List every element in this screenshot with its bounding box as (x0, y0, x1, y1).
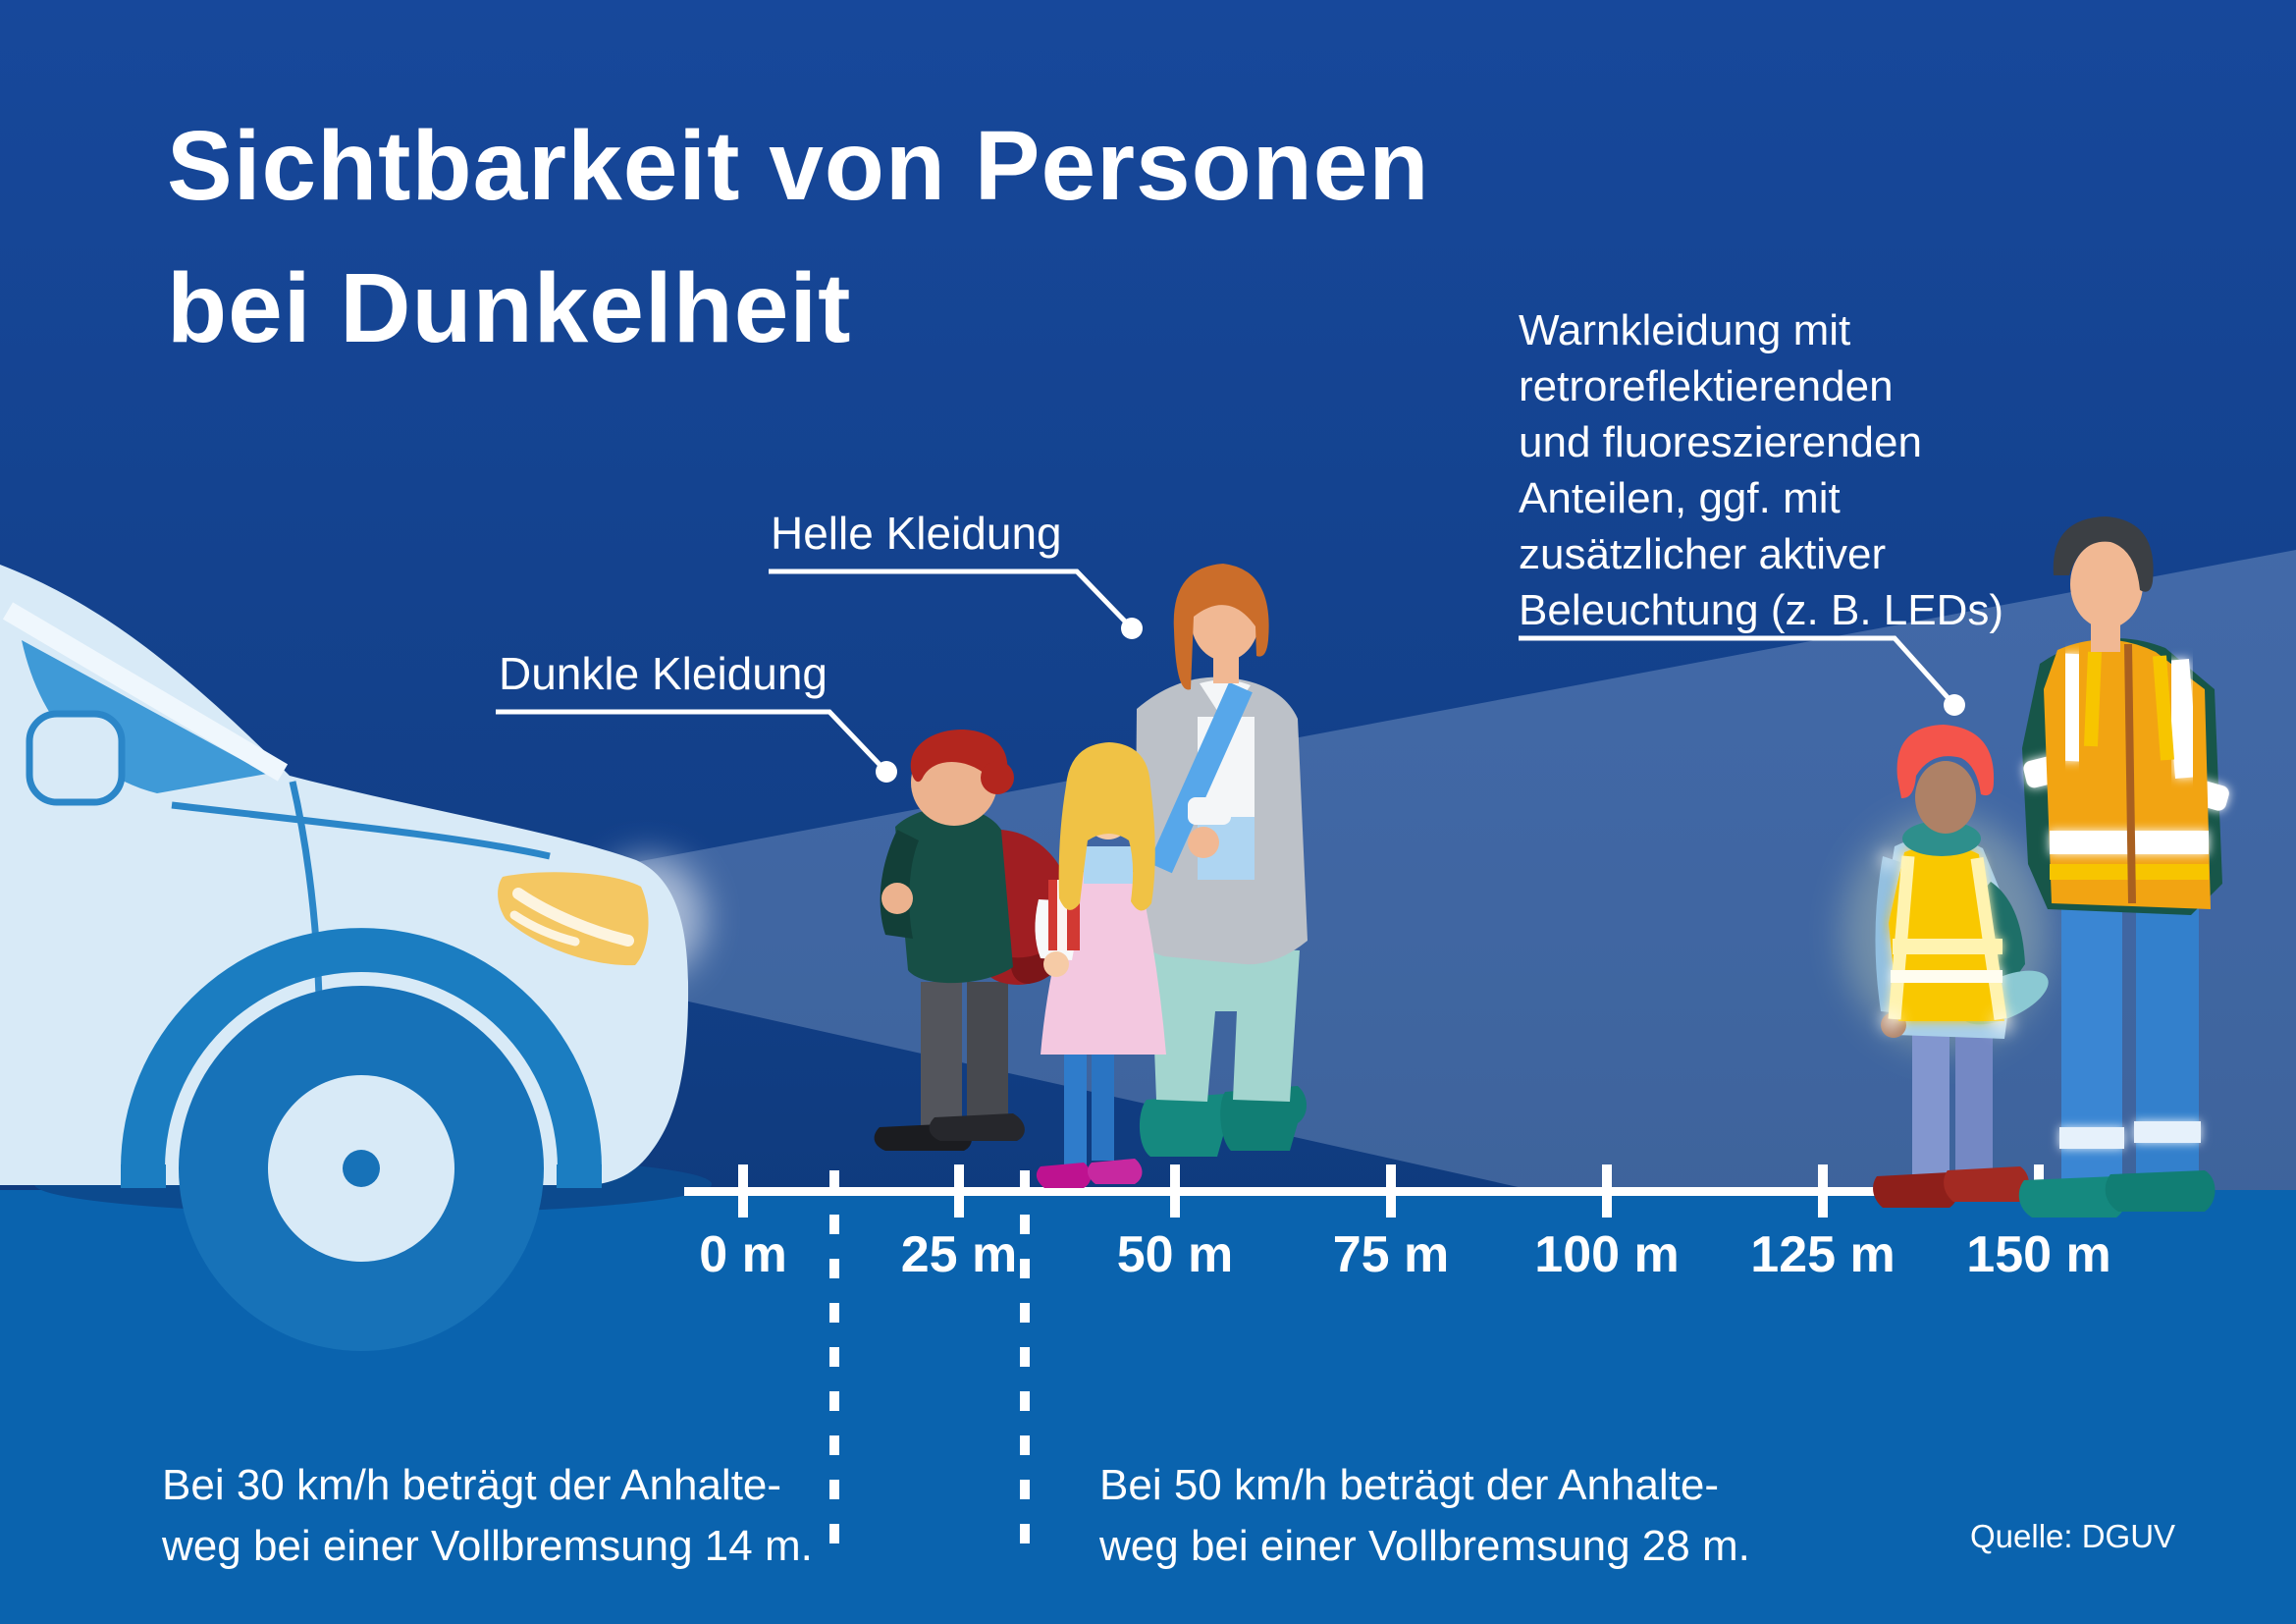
callout-dot-dark-clothing (876, 761, 897, 783)
pedestrian-light-clothing-woman (1135, 564, 1308, 1157)
car-illustration (0, 565, 712, 1351)
page-title-line1: Sichtbarkeit von Personen (167, 111, 1430, 221)
headlight-highlight (512, 888, 634, 947)
car-front-wheel (121, 928, 602, 1351)
pedestrian-light-clothing-girl (1035, 742, 1166, 1188)
warn-clothing-line-4: Anteilen, ggf. mit (1519, 474, 1841, 522)
callout-line-light-clothing (769, 568, 1134, 630)
warn-clothing-line-1: Warnkleidung mit (1519, 306, 1851, 354)
callout-line-dark-clothing (496, 709, 888, 774)
note-50-line2: weg bei einer Vollbremsung 28 m. (1099, 1522, 1750, 1570)
tick-100m (1602, 1164, 1612, 1218)
pedestrian-hivis-child (1842, 725, 2049, 1208)
tick-25m (954, 1164, 964, 1218)
warn-clothing-line-3: und fluoreszierenden (1519, 418, 1922, 466)
label-warn-clothing: Warnkleidung mit retroreflektierenden un… (1519, 302, 2003, 638)
headlight-highlight-2 (509, 910, 580, 947)
callout-dot-warn-clothing (1944, 694, 1965, 716)
scale-label-150m: 150 m (1966, 1226, 2111, 1283)
pedestrian-hivis-adult (2018, 516, 2229, 1218)
callout-lines (496, 568, 1956, 774)
car-a-pillar (2, 602, 289, 782)
tick-75m (1386, 1164, 1396, 1218)
label-dark-clothing: Dunkle Kleidung (499, 648, 828, 699)
note-braking-50kmh: Bei 50 km/h beträgt der Anhalte- weg bei… (1099, 1455, 1750, 1577)
scale-label-75m: 75 m (1332, 1226, 1450, 1283)
note-30-line2: weg bei einer Vollbremsung 14 m. (162, 1522, 813, 1570)
car-hood-crease (171, 801, 551, 860)
tick-0m (738, 1164, 748, 1218)
note-braking-30kmh: Bei 30 km/h beträgt der Anhalte- weg bei… (162, 1455, 813, 1577)
tick-125m (1818, 1164, 1828, 1218)
label-light-clothing: Helle Kleidung (771, 508, 1062, 559)
warn-clothing-line-2: retroreflektierenden (1519, 362, 1894, 410)
tick-50m (1170, 1164, 1180, 1218)
car-mirror (26, 710, 126, 806)
scale-label-50m: 50 m (1116, 1226, 1234, 1283)
warn-clothing-line-6: Beleuchtung (z. B. LEDs) (1519, 586, 2004, 634)
scale-label-25m: 25 m (900, 1226, 1018, 1283)
callout-line-warn-clothing (1519, 635, 1956, 707)
scale-label-0m: 0 m (699, 1226, 787, 1283)
page-title-line2: bei Dunkelheit (167, 253, 852, 363)
note-30-line1: Bei 30 km/h beträgt der Anhalte- (162, 1461, 782, 1509)
note-50-line1: Bei 50 km/h beträgt der Anhalte- (1099, 1461, 1720, 1509)
scale-label-100m: 100 m (1534, 1226, 1680, 1283)
scale-baseline (684, 1187, 2071, 1196)
callout-dot-light-clothing (1121, 618, 1143, 639)
source-credit: Quelle: DGUV (1970, 1518, 2176, 1554)
scale-label-125m: 125 m (1750, 1226, 1896, 1283)
car-windshield (22, 640, 267, 793)
warn-clothing-line-5: zusätzlicher aktiver (1519, 530, 1887, 578)
